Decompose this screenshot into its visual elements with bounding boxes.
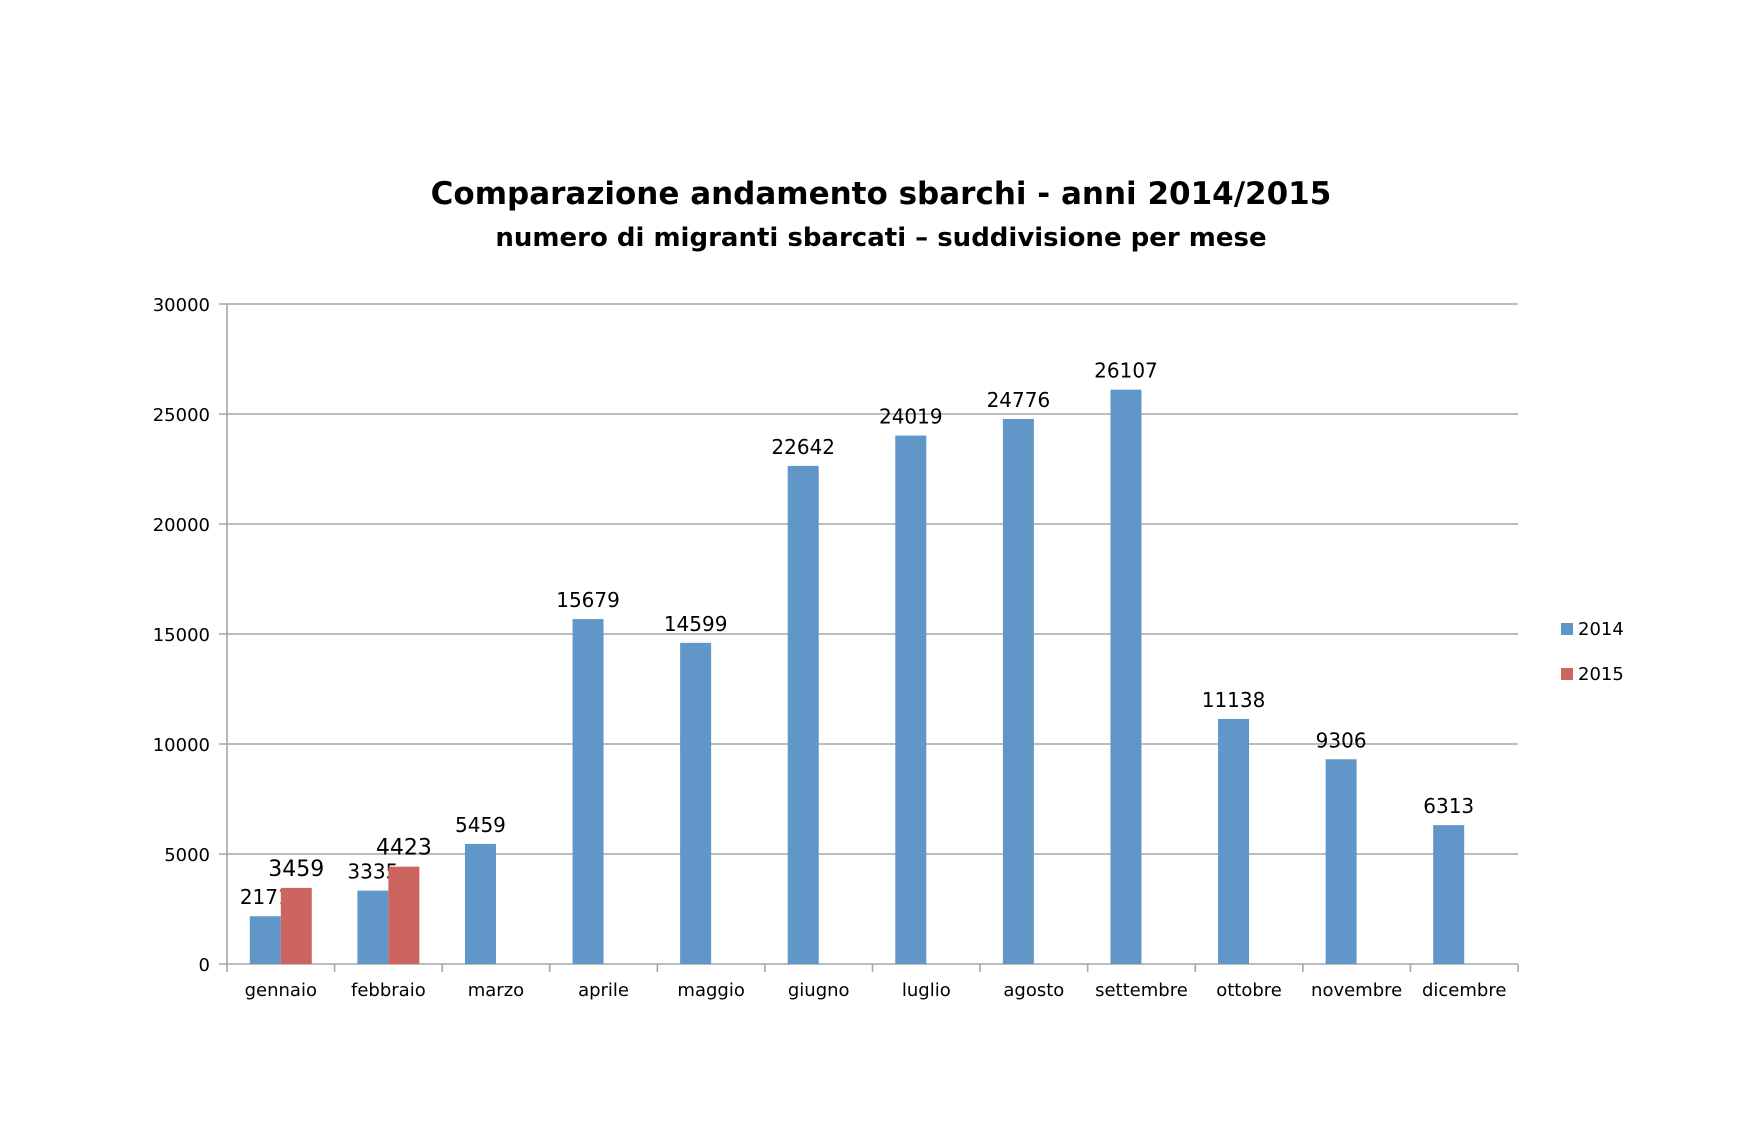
bar-2014 [1002, 418, 1034, 965]
bar-2014 [572, 619, 604, 964]
data-label: 5459 [455, 813, 506, 837]
bar-2014 [357, 890, 389, 964]
x-tick-label: febbraio [351, 980, 426, 1001]
data-label: 14599 [664, 612, 728, 636]
y-tick-label: 15000 [153, 625, 210, 646]
bar-2014 [787, 465, 819, 964]
x-tick-label: marzo [468, 980, 524, 1001]
bar-2014 [464, 843, 496, 964]
data-label: 24019 [879, 405, 943, 429]
x-tick-label: agosto [1003, 980, 1064, 1001]
bar-2014 [1433, 825, 1465, 964]
x-tick-label: gennaio [245, 980, 317, 1001]
data-label: 6313 [1423, 794, 1474, 818]
bar-2014 [895, 435, 927, 964]
x-tick-label: giugno [788, 980, 850, 1001]
bar-2014 [1110, 389, 1142, 964]
x-tick-label: dicembre [1422, 980, 1506, 1001]
chart-title: Comparazione andamento sbarchi - anni 20… [430, 176, 1332, 212]
legend-label: 2015 [1578, 664, 1624, 685]
legend-label: 2014 [1578, 619, 1624, 640]
data-label: 4423 [376, 836, 432, 861]
legend-swatch-2015 [1561, 668, 1573, 680]
data-label: 11138 [1202, 688, 1266, 712]
x-tick-label: ottobre [1216, 980, 1282, 1001]
y-tick-label: 20000 [153, 515, 210, 536]
y-tick-label: 30000 [153, 295, 210, 316]
data-label: 15679 [556, 588, 620, 612]
chart-subtitle: numero di migranti sbarcati – suddivisio… [495, 223, 1267, 253]
data-label: 24776 [987, 388, 1051, 412]
bar-2015 [280, 887, 312, 964]
data-label: 26107 [1094, 359, 1158, 383]
x-tick-label: settembre [1095, 980, 1188, 1001]
data-label: 22642 [771, 435, 835, 459]
bar-2014 [1218, 718, 1250, 964]
x-tick-label: novembre [1311, 980, 1402, 1001]
data-label: 9306 [1316, 728, 1367, 752]
y-tick-label: 10000 [153, 735, 210, 756]
bar-2015 [388, 866, 420, 964]
x-tick-label: aprile [578, 980, 629, 1001]
x-tick-label: luglio [902, 980, 951, 1001]
y-tick-label: 0 [199, 955, 210, 976]
data-label: 3459 [268, 857, 324, 882]
bar-2014 [680, 642, 712, 964]
x-tick-label: maggio [677, 980, 744, 1001]
bar-2014 [249, 916, 281, 964]
y-tick-label: 5000 [164, 845, 210, 866]
y-tick-label: 25000 [153, 405, 210, 426]
bar-2014 [1325, 759, 1357, 964]
legend-swatch-2014 [1561, 623, 1573, 635]
